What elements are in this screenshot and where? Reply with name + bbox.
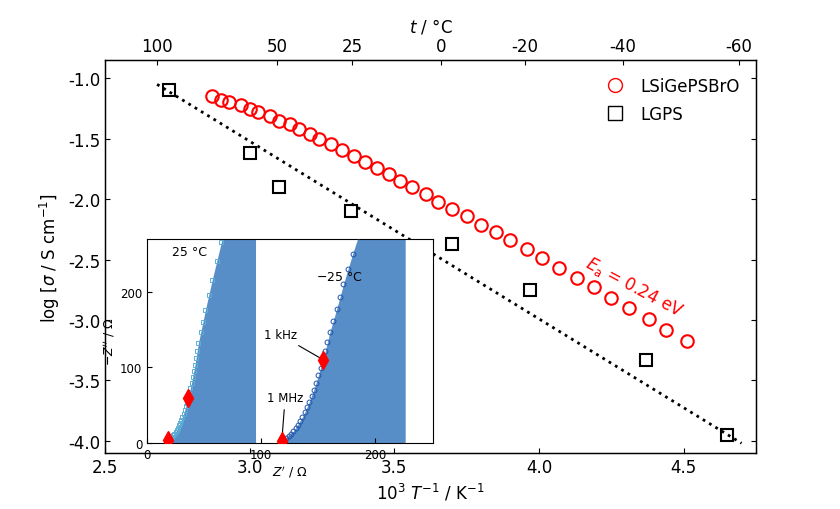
Text: $-$25 °C: $-$25 °C <box>316 271 363 284</box>
Y-axis label: $-Z''$ / Ω: $-Z''$ / Ω <box>102 317 117 365</box>
X-axis label: $Z'$ / Ω: $Z'$ / Ω <box>272 463 307 479</box>
X-axis label: $t$ / °C: $t$ / °C <box>409 18 452 37</box>
Legend: LSiGePSBrO, LGPS: LSiGePSBrO, LGPS <box>590 69 748 132</box>
Text: 1 kHz: 1 kHz <box>264 329 321 358</box>
X-axis label: $10^3$ $T^{-1}$ / K$^{-1}$: $10^3$ $T^{-1}$ / K$^{-1}$ <box>376 482 485 502</box>
Text: 25 °C: 25 °C <box>172 246 207 259</box>
Text: 1 MHz: 1 MHz <box>267 391 303 439</box>
Y-axis label: log [$\sigma$ / S cm$^{-1}$]: log [$\sigma$ / S cm$^{-1}$] <box>39 192 62 322</box>
Text: $E_\mathrm{a}$ = 0.24 eV: $E_\mathrm{a}$ = 0.24 eV <box>582 252 687 321</box>
